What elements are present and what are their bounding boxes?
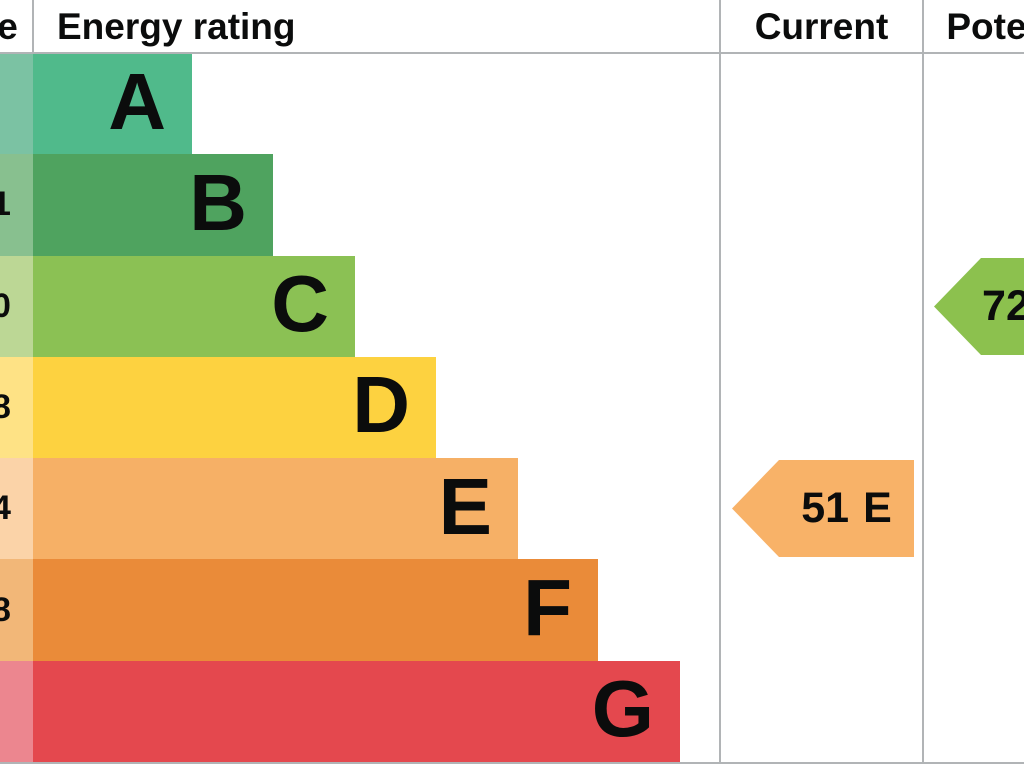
band-row-g: 1-20 G — [0, 660, 1024, 762]
divider-score-column — [32, 0, 34, 53]
band-letter-b: B — [189, 157, 247, 247]
band-bar-f: F — [33, 559, 598, 661]
header-current: Current — [754, 5, 889, 47]
band-row-b: 81-91 B — [0, 154, 1024, 256]
header-potential: Potential — [946, 5, 1024, 47]
potential-rating-arrow: 72 C — [934, 258, 1024, 355]
band-letter-a: A — [108, 56, 166, 146]
band-letter-f: F — [523, 563, 572, 653]
header-score: Score — [0, 5, 18, 47]
band-row-c: 69-80 C — [0, 255, 1024, 357]
score-cell-f: 21-38 — [0, 559, 33, 661]
bar-area-a: A — [33, 53, 1024, 155]
band-row-f: 21-38 F — [0, 559, 1024, 661]
band-letter-e: E — [438, 461, 492, 551]
band-bar-g: G — [33, 660, 680, 762]
score-cell-c: 69-80 — [0, 255, 33, 357]
band-bar-b: B — [33, 154, 273, 256]
band-row-d: 55-68 D — [0, 356, 1024, 459]
bar-area-d: D — [33, 356, 1024, 459]
potential-rating-value: 72 — [982, 282, 1024, 330]
band-rows: 92+ A 81-91 B 69-80 — [0, 53, 1024, 762]
band-letter-g: G — [591, 664, 654, 754]
header-underline — [0, 52, 1024, 54]
bar-area-c: C — [33, 255, 1024, 357]
header-row: Score Energy rating Current Potential — [0, 0, 1024, 53]
band-bar-d: D — [33, 356, 436, 459]
divider-potential-column — [922, 0, 924, 764]
band-row-a: 92+ A — [0, 53, 1024, 155]
band-bar-a: A — [33, 53, 192, 155]
band-letter-d: D — [352, 360, 410, 450]
score-cell-b: 81-91 — [0, 154, 33, 256]
current-rating-band: E — [863, 484, 892, 532]
band-bar-e: E — [33, 458, 518, 560]
score-cell-d: 55-68 — [0, 356, 33, 459]
score-cell-g: 1-20 — [0, 660, 33, 762]
bar-area-f: F — [33, 559, 1024, 661]
score-cell-a: 92+ — [0, 53, 33, 155]
bar-area-b: B — [33, 154, 1024, 256]
current-rating-value: 51 — [801, 484, 850, 532]
bar-area-g: G — [33, 660, 1024, 762]
bar-area-e: E — [33, 458, 1024, 560]
header-energy-rating: Energy rating — [57, 5, 296, 47]
band-row-e: 39-54 E — [0, 458, 1024, 560]
band-letter-c: C — [271, 259, 329, 349]
score-cell-e: 39-54 — [0, 458, 33, 560]
band-bar-c: C — [33, 255, 355, 357]
chart-bottom-line — [0, 762, 1024, 764]
divider-current-column — [719, 0, 721, 764]
